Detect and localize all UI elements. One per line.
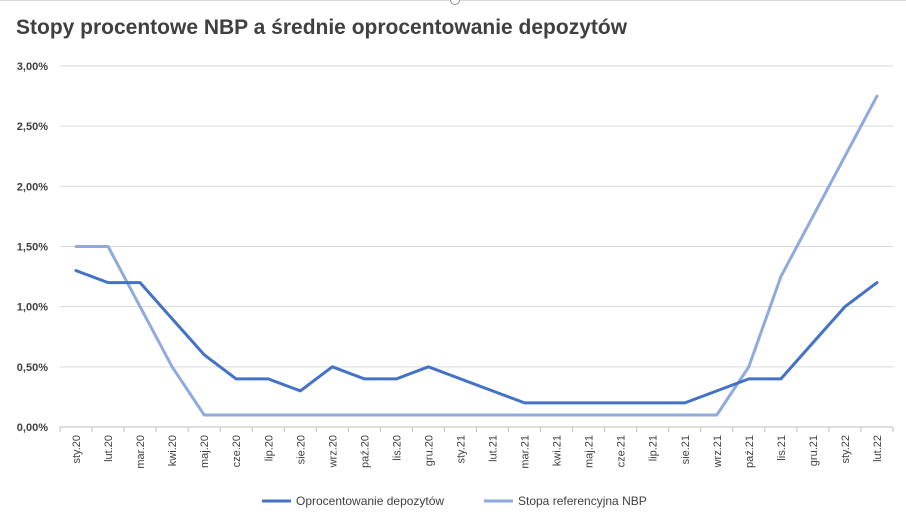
y-tick-label: 1,50% <box>17 242 48 254</box>
x-tick-label: lis.21 <box>776 435 788 461</box>
x-tick-label: lip.20 <box>263 435 275 461</box>
x-tick-label: kwi.21 <box>552 435 564 466</box>
series-line <box>74 269 879 405</box>
y-tick-label: 1,00% <box>17 302 48 314</box>
x-tick-label: sie.21 <box>680 435 692 464</box>
y-tick-label: 3,00% <box>17 61 48 73</box>
x-tick-label: sty.20 <box>71 435 83 464</box>
series-lines <box>74 94 879 417</box>
series-line <box>74 94 879 417</box>
chart-title: Stopy procentowe NBP a średnie oprocento… <box>16 16 628 39</box>
x-axis-ticks: sty.20 lut.20 mar.20 kwi.20 maj.20 cze.20 lip.… <box>59 427 894 469</box>
x-tick-label: lut.22 <box>872 435 884 462</box>
x-tick-label: cze.21 <box>616 435 628 467</box>
x-tick-label: gru.21 <box>808 435 820 466</box>
x-tick-label: mar.21 <box>520 435 532 469</box>
x-tick-label: wrz.21 <box>712 435 724 468</box>
x-tick-label: mar.20 <box>135 435 147 469</box>
x-tick-label: lut.20 <box>103 435 115 462</box>
x-tick-label: maj.21 <box>584 435 596 468</box>
x-tick-label: cze.20 <box>231 435 243 467</box>
x-tick-label: kwi.20 <box>167 435 179 466</box>
legend-label: Stopa referencyjna NBP <box>518 494 647 508</box>
x-tick-label: gru.20 <box>423 435 435 466</box>
y-tick-label: 0,50% <box>17 362 48 374</box>
x-tick-label: sie.20 <box>295 435 307 464</box>
x-tick-label: paź.21 <box>744 435 756 468</box>
y-tick-label: 0,00% <box>17 422 48 434</box>
x-tick-label: lip.21 <box>648 435 660 461</box>
legend-label: Oprocentowanie depozytów <box>296 494 444 508</box>
y-tick-label: 2,00% <box>17 181 48 193</box>
x-tick-label: maj.20 <box>199 435 211 468</box>
legend: Oprocentowanie depozytów Stopa referencyj… <box>262 494 647 508</box>
x-tick-label: sty.22 <box>840 435 852 464</box>
x-tick-label: wrz.20 <box>327 435 339 468</box>
y-axis-ticks: 0,00% 0,50% 1,00% 1,50% 2,00% 2,50% 3,00% <box>17 61 48 434</box>
x-tick-label: lis.20 <box>391 435 403 461</box>
x-tick-label: lut.21 <box>488 435 500 462</box>
x-tick-label: sty.21 <box>455 435 467 464</box>
gridlines <box>60 65 893 428</box>
y-tick-label: 2,50% <box>17 121 48 133</box>
x-tick-label: paź.20 <box>359 435 371 468</box>
